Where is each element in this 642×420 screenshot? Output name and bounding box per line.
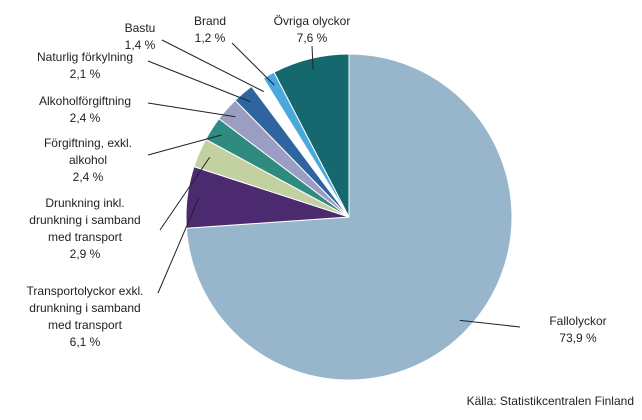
value-label: 1,2 % bbox=[194, 31, 226, 45]
category-label: Transportolyckor exkl. drunkning i samba… bbox=[26, 284, 144, 332]
category-label: Naturlig förkylning bbox=[36, 50, 134, 64]
leader-line bbox=[311, 45, 314, 70]
slice-label: Förgiftning, exkl. alkohol 2,4 % bbox=[44, 135, 132, 186]
category-label: Alkoholförgiftning bbox=[38, 94, 132, 108]
slice-label: Alkoholförgiftning 2,4 % bbox=[39, 93, 131, 127]
category-label: Drunkning inkl. drunkning i samband med … bbox=[29, 196, 141, 244]
leader-line bbox=[147, 134, 222, 156]
slice-label: Bastu 1,4 % bbox=[125, 20, 156, 54]
value-label: 1,4 % bbox=[124, 38, 156, 52]
slice-label: Transportolyckor exkl. drunkning i samba… bbox=[27, 283, 144, 351]
value-label: 7,6 % bbox=[296, 31, 328, 45]
source: Källa: Statistikcentralen Finland bbox=[466, 394, 634, 408]
value-label: 2,4 % bbox=[72, 170, 104, 184]
value-label: 2,1 % bbox=[69, 67, 101, 81]
value-label: 2,4 % bbox=[69, 111, 101, 125]
leader-line bbox=[157, 198, 200, 294]
leader-line bbox=[161, 39, 265, 93]
category-label: Förgiftning, exkl. alkohol bbox=[43, 136, 133, 167]
slice-label: Naturlig förkylning 2,1 % bbox=[37, 49, 133, 83]
leader-line bbox=[459, 319, 521, 328]
slice-label: Fallolyckor 73,9 % bbox=[549, 313, 606, 347]
slice-label: Brand 1,2 % bbox=[194, 13, 226, 47]
leader-line bbox=[159, 156, 211, 231]
leader-line bbox=[147, 60, 251, 103]
leader-line bbox=[147, 102, 236, 118]
value-label: 6,1 % bbox=[69, 335, 101, 349]
category-label: Bastu bbox=[124, 21, 156, 35]
slice-label: Övriga olyckor 7,6 % bbox=[274, 13, 351, 47]
category-label: Övriga olyckor bbox=[273, 14, 351, 28]
value-label: 2,9 % bbox=[69, 247, 101, 261]
category-label: Brand bbox=[193, 14, 227, 28]
leader-line bbox=[231, 42, 275, 86]
slice bbox=[273, 53, 350, 218]
value-label: 73,9 % bbox=[559, 331, 597, 345]
slice-label: Drunkning inkl. drunkning i samband med … bbox=[29, 195, 140, 263]
category-label: Fallolyckor bbox=[549, 314, 607, 328]
